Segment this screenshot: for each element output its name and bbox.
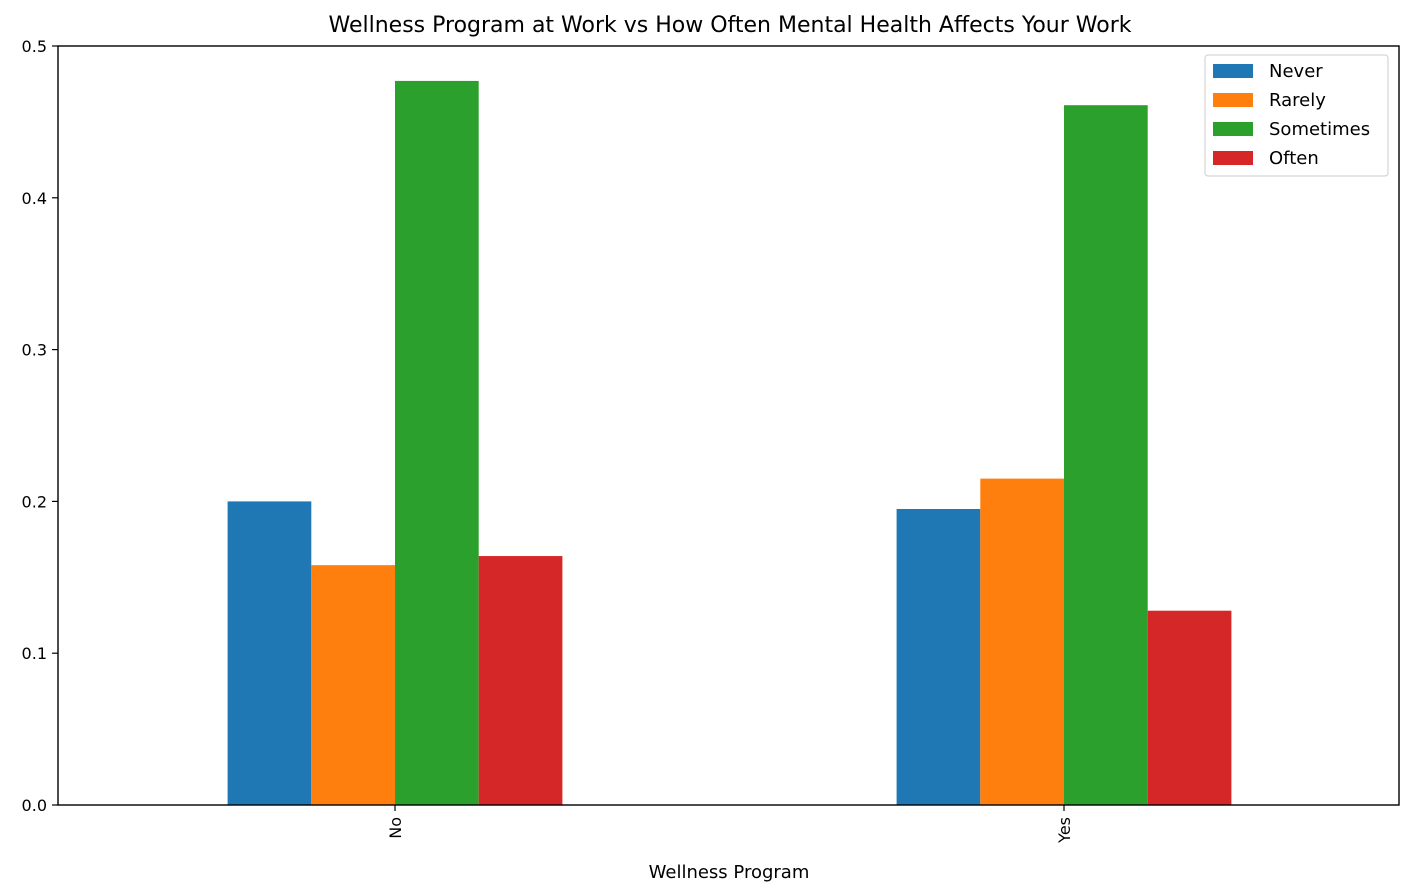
chart-title: Wellness Program at Work vs How Often Me… — [329, 13, 1132, 38]
legend-swatch-sometimes — [1213, 122, 1253, 136]
y-tick-label: 0.4 — [22, 189, 47, 208]
y-tick-label: 0.3 — [22, 341, 47, 360]
bar-sometimes-no — [395, 80, 479, 805]
legend-swatch-never — [1213, 64, 1253, 78]
y-tick-label: 0.5 — [22, 37, 47, 56]
y-tick-label: 0.0 — [22, 796, 47, 815]
bar-often-yes — [1147, 610, 1232, 805]
x-tick-label: No — [386, 817, 405, 839]
bar-rarely-no — [311, 565, 395, 805]
y-axis: 0.0 0.1 0.2 0.3 0.4 0.5 — [22, 37, 58, 815]
bar-sometimes-yes — [1064, 105, 1148, 805]
legend-label-never: Never — [1269, 61, 1323, 82]
legend-label-rarely: Rarely — [1269, 90, 1326, 111]
bar-never-yes — [896, 508, 981, 805]
legend-swatch-rarely — [1213, 93, 1253, 107]
x-axis: No Yes — [386, 805, 1074, 844]
bar-often-no — [478, 556, 563, 805]
y-tick-label: 0.1 — [22, 644, 47, 663]
x-tick-label: Yes — [1055, 817, 1074, 844]
legend: Never Rarely Sometimes Often — [1204, 54, 1389, 177]
bar-rarely-yes — [980, 478, 1064, 805]
x-axis-label: Wellness Program — [649, 862, 810, 883]
y-tick-label: 0.2 — [22, 492, 47, 511]
bar-never-no — [227, 501, 312, 805]
legend-label-often: Often — [1269, 148, 1319, 169]
legend-box — [1204, 54, 1389, 177]
legend-label-sometimes: Sometimes — [1269, 119, 1370, 140]
plot-frame — [57, 45, 1400, 806]
bars-layer — [227, 80, 1232, 805]
legend-swatch-often — [1213, 151, 1253, 165]
